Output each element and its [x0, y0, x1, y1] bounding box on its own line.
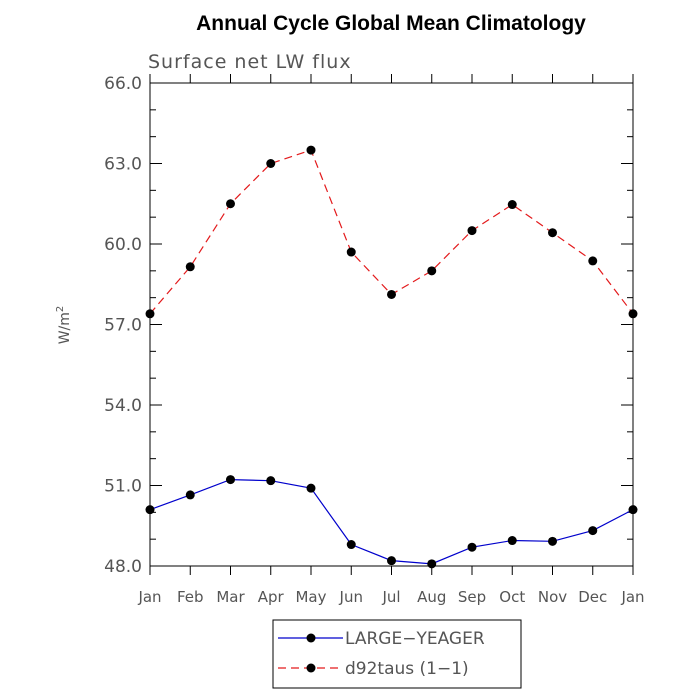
- chart-title: Annual Cycle Global Mean Climatology: [196, 12, 586, 35]
- x-tick-label: Sep: [458, 588, 486, 606]
- x-axis: Jan Feb Mar Apr May Jun Jul Aug Sep Oct Nov Dec Jan: [137, 74, 645, 606]
- x-tick-label: Oct: [499, 588, 525, 606]
- series-1-point: [185, 262, 195, 272]
- series-0-point: [185, 490, 195, 500]
- series-line-0: [149, 478, 634, 565]
- y-tick-label: 51.0: [104, 477, 142, 497]
- series-1-point: [628, 309, 638, 319]
- series-1-point: [145, 309, 155, 319]
- series-1-point: [467, 226, 477, 236]
- legend-box: [272, 619, 522, 689]
- series-0-point: [548, 536, 557, 546]
- series-0-point: [588, 526, 598, 536]
- series-1-point: [588, 256, 598, 266]
- x-tick-label: Jun: [339, 588, 363, 606]
- x-tick-label: Mar: [216, 588, 245, 606]
- series-0-point: [226, 475, 235, 485]
- series-1-point: [226, 199, 235, 209]
- y-axis: 48.0 51.0 54.0 57.0 60.0 63.0 66.0: [104, 74, 633, 577]
- series-1-point: [387, 289, 396, 299]
- y-tick-label: 48.0: [104, 557, 142, 577]
- y-tick-label: 60.0: [104, 235, 142, 255]
- legend-label-0: LARGE−YEAGER: [345, 629, 485, 649]
- legend: LARGE−YEAGER d92taus (1−1): [272, 619, 522, 689]
- series-0-point: [427, 559, 437, 569]
- series-0-point: [628, 505, 638, 515]
- series-0-point: [145, 505, 155, 515]
- series-1-point: [266, 159, 276, 168]
- series-0-point: [507, 536, 517, 546]
- x-tick-label: Feb: [177, 588, 204, 606]
- series-0-point: [346, 540, 356, 550]
- legend-marker-0: [306, 633, 316, 643]
- plot-axes: [149, 82, 634, 567]
- y-axis-label: W/m2: [55, 306, 73, 345]
- x-tick-label: May: [295, 588, 326, 606]
- series-0-point: [266, 476, 276, 486]
- x-tick-label: Apr: [258, 588, 285, 606]
- series-1-point: [306, 145, 316, 155]
- series-1-point: [548, 228, 557, 238]
- y-tick-label: 57.0: [104, 316, 142, 336]
- x-tick-label: Dec: [578, 588, 607, 606]
- y-tick-label: 66.0: [104, 74, 142, 94]
- series-group: [145, 145, 638, 569]
- legend-label-1: d92taus (1−1): [345, 659, 469, 679]
- legend-marker-1: [306, 663, 316, 673]
- x-tick-label: Jul: [381, 588, 400, 606]
- series-0-point: [467, 542, 477, 552]
- x-tick-label: Jan: [137, 588, 161, 606]
- series-1-point: [507, 200, 517, 210]
- x-tick-label: Nov: [538, 588, 567, 606]
- series-0-point: [306, 483, 316, 493]
- series-1-point: [346, 247, 356, 257]
- series-0-point: [387, 556, 396, 566]
- y-tick-label: 63.0: [104, 155, 142, 175]
- plot-frame: [149, 82, 634, 567]
- x-tick-label: Aug: [417, 588, 446, 606]
- series-1-point: [427, 266, 437, 276]
- x-tick-label: Jan: [620, 588, 644, 606]
- y-tick-label: 54.0: [104, 396, 142, 416]
- series-line-1: [149, 149, 634, 315]
- chart-subtitle: Surface net LW flux: [148, 51, 352, 73]
